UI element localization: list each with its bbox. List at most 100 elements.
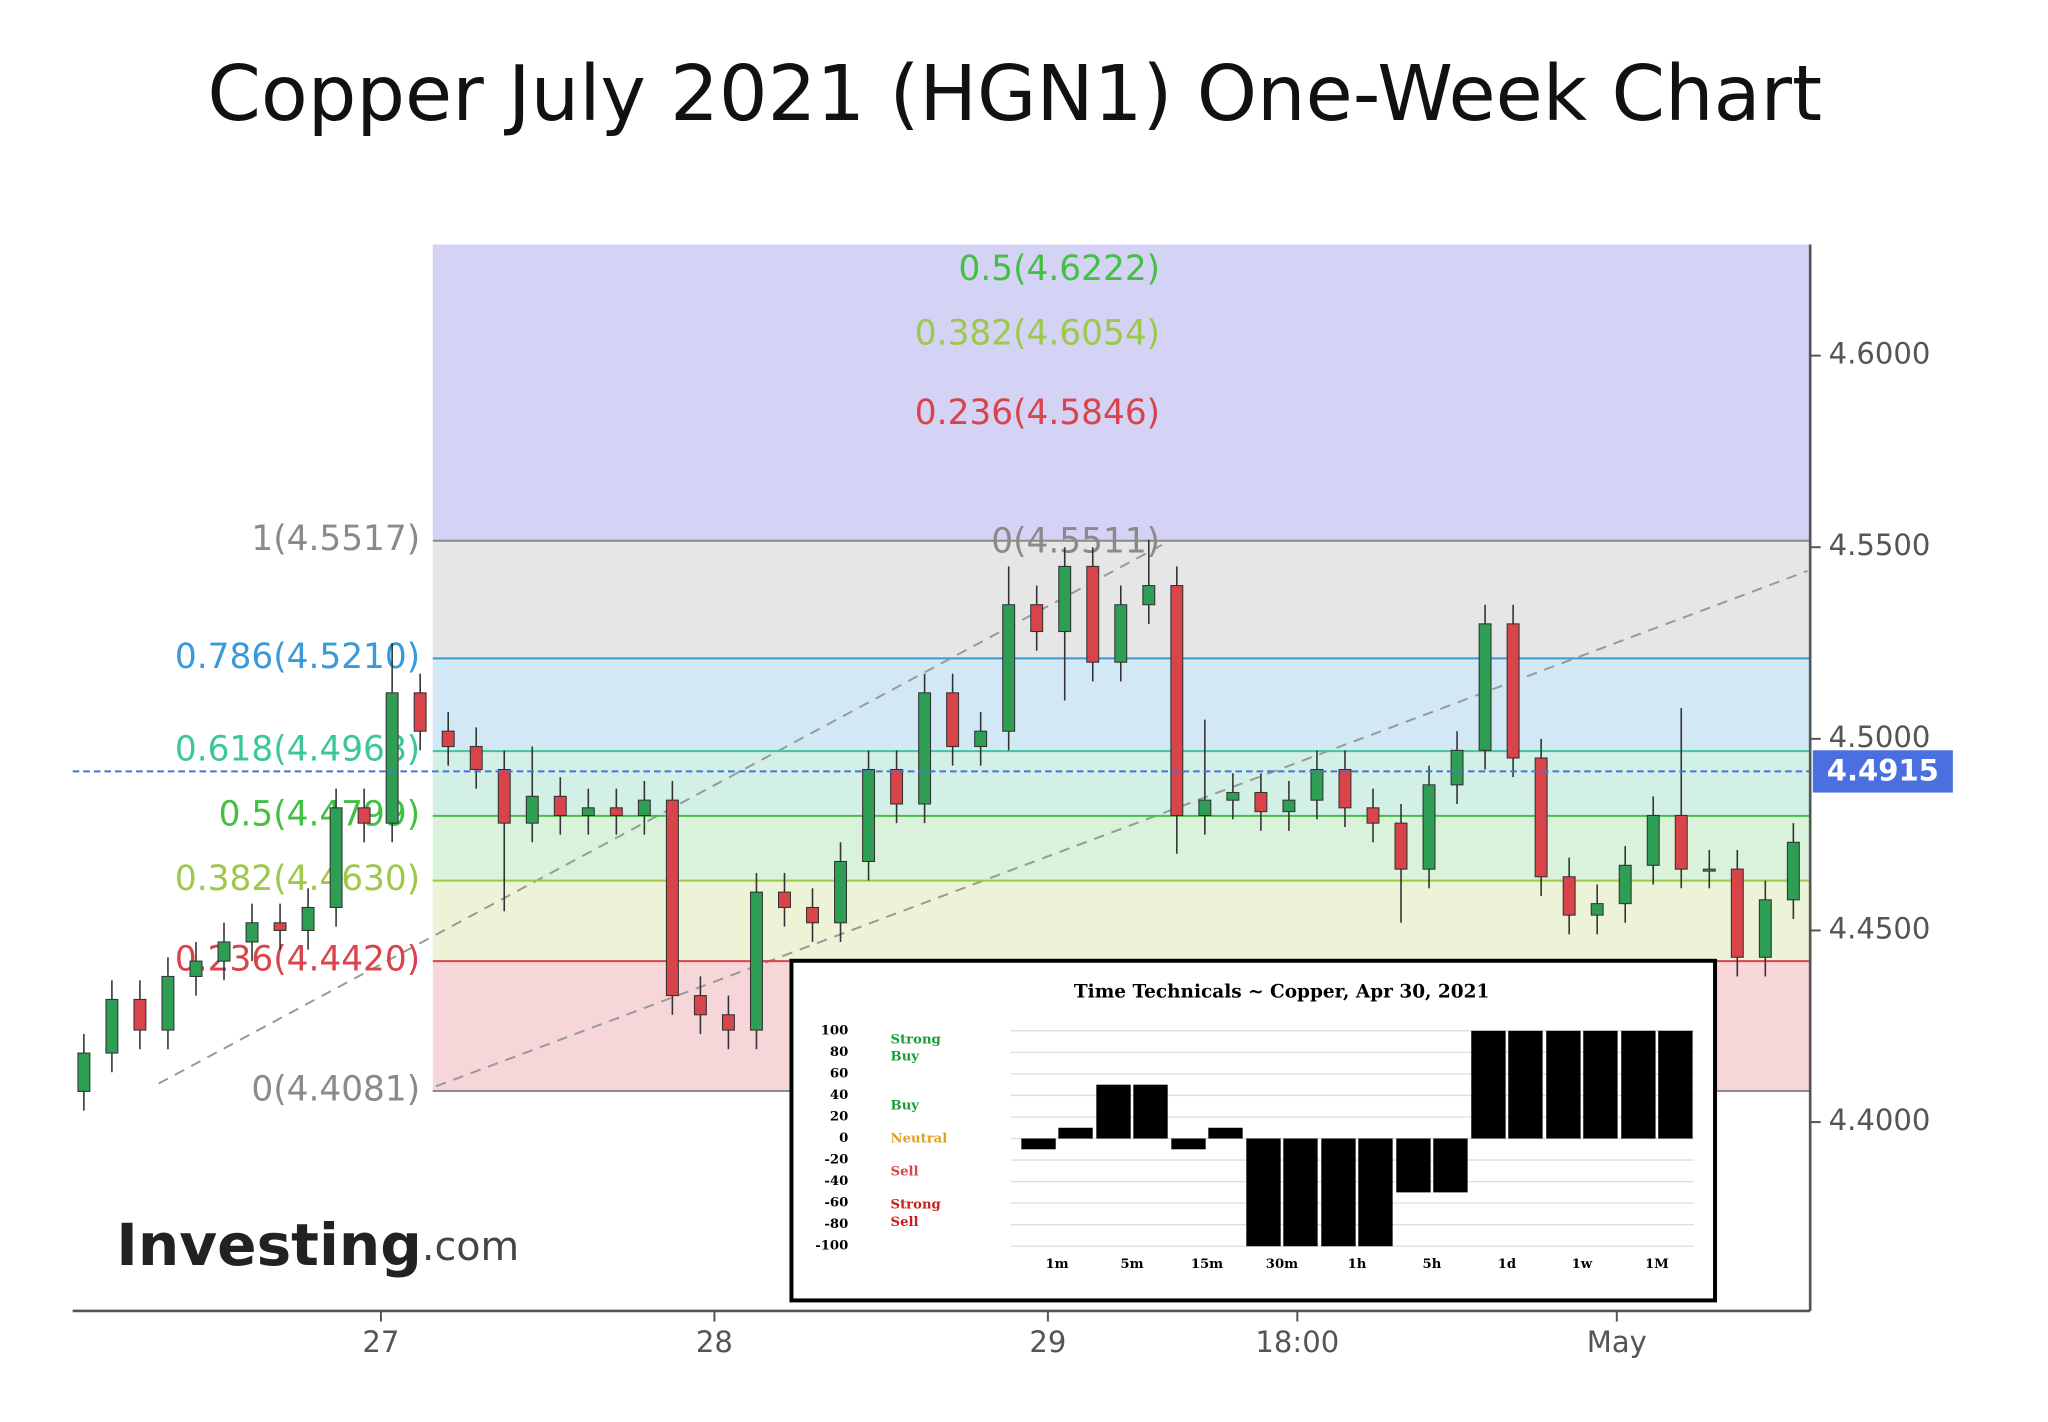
chart-title: Copper July 2021 (HGN1) One-Week Chart	[207, 50, 1822, 139]
candle-body	[245, 922, 259, 943]
bar	[1621, 1030, 1656, 1139]
candle-body	[581, 807, 595, 817]
candle-body	[413, 692, 427, 732]
x-tick-label: 1d	[1498, 1257, 1516, 1272]
x-tick-label: 5h	[1423, 1257, 1442, 1272]
rating-label: Buy	[891, 1050, 920, 1065]
y-tick-label: 4.5000	[1829, 720, 1931, 754]
candle-body	[1170, 585, 1184, 817]
bar	[1021, 1138, 1056, 1150]
candle-body	[1142, 585, 1156, 606]
fib-fill	[432, 751, 1811, 816]
candle-body	[609, 807, 623, 817]
bar	[1058, 1127, 1093, 1139]
y-tick-label: 80	[830, 1045, 848, 1060]
candle-body	[693, 995, 707, 1016]
y-tick-label: 40	[830, 1088, 848, 1103]
rating-label: Buy	[891, 1099, 920, 1114]
last-price-label: 4.4915	[1827, 754, 1939, 788]
candle-body	[1646, 814, 1660, 866]
candle-body	[1282, 799, 1296, 813]
candle-body	[77, 1052, 91, 1092]
fib-fill	[432, 880, 1811, 962]
bar	[1133, 1084, 1168, 1139]
bar	[1171, 1138, 1206, 1150]
bar	[1096, 1084, 1131, 1139]
candle-body	[806, 906, 819, 924]
candle-body	[1198, 799, 1212, 817]
x-tick-label: 30m	[1266, 1257, 1298, 1272]
fib-label: 1(4.5517)	[251, 519, 420, 559]
candle-body	[189, 960, 203, 977]
candle-body	[778, 891, 791, 908]
x-tick-label: 1m	[1045, 1257, 1068, 1272]
y-tick-label: 60	[830, 1066, 848, 1081]
candle-body	[1058, 565, 1072, 633]
candle-body	[385, 692, 399, 824]
fib-label: 0.382(4.4630)	[175, 859, 420, 899]
x-tick-label: 1w	[1572, 1257, 1593, 1272]
candle-body	[469, 745, 483, 771]
candle-body	[1366, 807, 1380, 824]
candle-body	[1562, 876, 1576, 916]
x-tick-label: 1M	[1645, 1257, 1669, 1272]
candle-body	[665, 799, 679, 997]
y-tick-label: 4.5500	[1829, 528, 1931, 562]
candle-body	[553, 795, 567, 817]
candle-body	[1506, 623, 1520, 759]
watermark-part: .com	[422, 1223, 519, 1269]
y-tick-label: -100	[815, 1239, 848, 1254]
x-tick-label: 15m	[1191, 1257, 1223, 1272]
y-tick-label: -40	[824, 1174, 848, 1189]
rating-label: Strong	[891, 1033, 941, 1048]
fib-label: 0(4.4081)	[251, 1070, 420, 1110]
candle-body	[1226, 791, 1240, 801]
bar	[1658, 1030, 1693, 1139]
candle-body	[217, 941, 231, 962]
trend-line	[435, 569, 1808, 1088]
bar	[1246, 1138, 1281, 1247]
candle-body	[1786, 841, 1800, 901]
bar	[1471, 1030, 1506, 1139]
candle-body	[441, 730, 455, 748]
bar	[1208, 1127, 1243, 1139]
x-tick-label: 1h	[1348, 1257, 1367, 1272]
candle-body	[1114, 604, 1128, 663]
candle-body	[1422, 784, 1436, 870]
inset-title: Time Technicals ~ Copper, Apr 30, 2021	[1074, 981, 1489, 1002]
y-tick-label: 4.4500	[1829, 911, 1931, 945]
x-tick-label: May	[1587, 1325, 1647, 1359]
candle-body	[1002, 604, 1016, 732]
candle-body	[974, 730, 988, 748]
bar	[1508, 1030, 1543, 1139]
fib-extension-label: 0(4.5511)	[991, 522, 1160, 562]
last-price-box	[1812, 750, 1953, 793]
y-tick-label: -60	[824, 1196, 848, 1211]
candle-body	[525, 795, 539, 824]
candle-body	[1730, 868, 1744, 958]
candle-body	[497, 768, 511, 824]
bar	[1433, 1138, 1468, 1193]
y-tick-label: -20	[824, 1153, 848, 1168]
candle-body	[105, 998, 119, 1054]
bar	[1283, 1138, 1318, 1247]
candle-body	[749, 891, 763, 1031]
rating-label: Sell	[891, 1215, 919, 1230]
bar	[1358, 1138, 1393, 1247]
fib-label: 0.618(4.4968)	[175, 730, 420, 770]
fib-label: 0.786(4.5210)	[175, 637, 420, 677]
x-tick-label: 27	[362, 1325, 399, 1359]
candle-body	[862, 768, 876, 863]
candle-body	[637, 799, 651, 817]
bar	[1321, 1138, 1356, 1247]
candle-body	[1702, 868, 1716, 872]
candle-body	[918, 692, 932, 805]
x-tick-label: 29	[1029, 1325, 1066, 1359]
candle-body	[1674, 814, 1688, 870]
y-tick-label: 4.6000	[1829, 337, 1931, 371]
y-tick-label: 0	[839, 1131, 848, 1146]
candle-body	[834, 860, 848, 924]
trend-line	[158, 543, 1164, 1085]
fib-extension-label: 0.236(4.5846)	[915, 393, 1160, 433]
